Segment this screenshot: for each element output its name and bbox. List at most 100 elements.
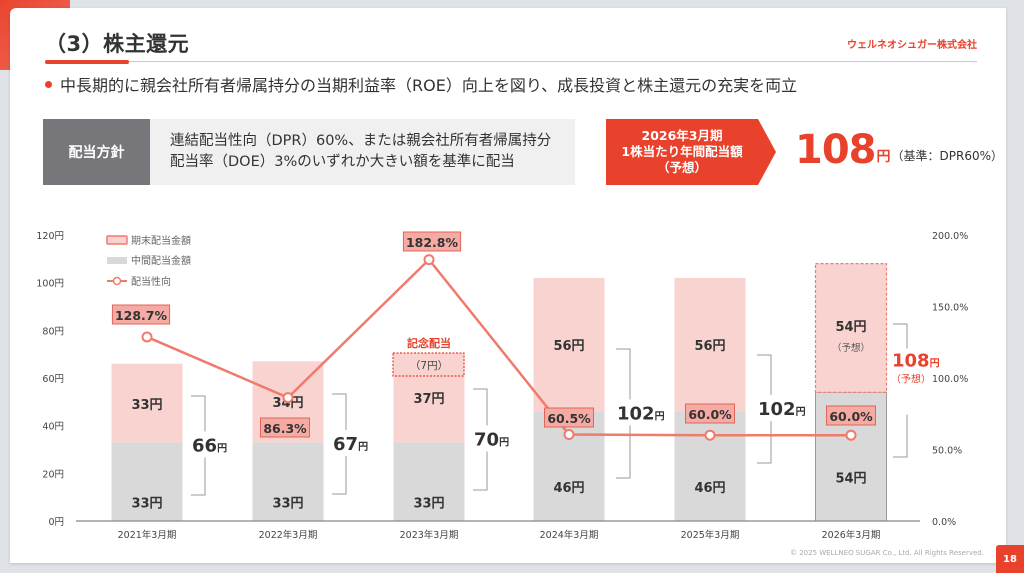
forecast-line-2: 1株当たり年間配当額	[621, 144, 743, 159]
copyright: © 2025 WELLNEO SUGAR Co., Ltd. All Right…	[790, 549, 984, 557]
bar-interim	[533, 411, 605, 521]
total-unit: 円	[796, 406, 806, 418]
payout-point	[563, 428, 575, 440]
bar-label-interim: 33円	[131, 497, 162, 512]
x-tick-label: 2024年3月期	[540, 529, 599, 541]
commemorative-title: 記念配当	[407, 336, 451, 350]
payout-label: 60.0%	[829, 409, 873, 424]
bar-label-year-end: 37円	[413, 392, 444, 407]
commemorative-amount: （7円）	[410, 360, 448, 372]
legend-marker-payout	[112, 276, 122, 286]
payout-label-box	[402, 231, 462, 252]
x-tick-label: 2026年3月期	[822, 529, 881, 541]
total-bracket	[191, 395, 206, 432]
y2-tick-label: 100.0%	[932, 374, 968, 385]
payout-label: 86.3%	[263, 421, 307, 436]
lead-statement: 中長期的に親会社所有者帰属持分の当期利益率（ROE）向上を図り、成長投資と株主還…	[45, 72, 797, 96]
total-bracket	[893, 323, 908, 349]
total-bracket	[473, 388, 488, 426]
forecast-line-3: （予想）	[656, 160, 707, 175]
forecast-unit: 円	[876, 149, 891, 165]
total-bracket	[332, 456, 347, 495]
total-label: 108円	[892, 351, 940, 372]
forecast-basis: （基準：DPR60%）	[891, 149, 1004, 163]
legend-label-interim: 中間配当金額	[131, 254, 191, 267]
legend-swatch-year-end	[106, 235, 128, 245]
payout-label-box	[685, 403, 735, 424]
bar-label-interim: 54円	[835, 472, 866, 487]
total-bracket	[616, 425, 631, 479]
bar-label-interim: 46円	[553, 481, 584, 496]
bar-label-interim: 33円	[413, 497, 444, 512]
legend-label-year-end: 期末配当金額	[131, 234, 191, 247]
payout-point	[282, 392, 294, 404]
policy-label: 配当方針	[43, 119, 150, 185]
payout-line	[146, 257, 851, 437]
total-label: 70円	[474, 430, 509, 451]
y-tick-label: 120円	[36, 231, 64, 242]
arrow-shape-icon	[606, 119, 776, 185]
total-value: 102	[617, 404, 655, 425]
total-bracket	[893, 414, 908, 458]
total-value: 108	[892, 351, 930, 372]
page-number: 18	[996, 545, 1024, 573]
bar-year-end	[111, 363, 183, 443]
forecast-arrow-banner: 2026年3月期 1株当たり年間配当額 （予想）	[606, 119, 776, 185]
policy-line-1: 連結配当性向（DPR）60%、または親会社所有者帰属持分	[170, 133, 552, 149]
y2-tick-label: 0.0%	[932, 517, 956, 528]
payout-label-box	[260, 417, 310, 438]
payout-point	[423, 254, 435, 266]
page-title: （3）株主還元	[45, 32, 190, 56]
forecast-caption: 2026年3月期 1株当たり年間配当額 （予想）	[606, 119, 758, 185]
payout-label: 60.0%	[688, 407, 732, 422]
total-unit: 円	[930, 358, 940, 370]
bar-label-year-end: 34円	[272, 396, 303, 411]
bar-label-year-end: 56円	[694, 339, 725, 354]
total-bracket	[757, 354, 772, 395]
company-logo-text: ウェルネオシュガー株式会社	[847, 40, 977, 51]
total-bracket	[332, 393, 347, 430]
total-label: 102円	[758, 399, 806, 420]
bullet-icon	[45, 80, 52, 88]
forecast-number: 108	[795, 127, 876, 173]
bar-interim	[252, 442, 324, 521]
total-unit: 円	[499, 437, 509, 449]
total-forecast-note: （予想）	[891, 373, 931, 386]
bar-label-year-end: 54円	[835, 320, 866, 335]
commemorative-box	[392, 352, 465, 377]
title-accent-bar	[45, 60, 129, 64]
bar-label-interim: 46円	[694, 481, 725, 496]
total-bracket	[616, 348, 631, 400]
bar-interim	[674, 411, 746, 521]
lead-text: 中長期的に親会社所有者帰属持分の当期利益率（ROE）向上を図り、成長投資と株主還…	[60, 76, 798, 95]
x-tick-label: 2023年3月期	[400, 529, 459, 541]
legend-label-payout: 配当性向	[131, 275, 171, 288]
y-tick-label: 100円	[36, 279, 64, 290]
x-tick-label: 2022年3月期	[259, 529, 318, 541]
payout-label-box	[111, 304, 171, 325]
payout-label: 182.8%	[406, 235, 459, 250]
payout-label: 128.7%	[115, 308, 168, 323]
total-unit: 円	[358, 441, 368, 453]
forecast-note: （予想）	[832, 342, 870, 354]
total-value: 66	[192, 436, 217, 457]
bar-year-end	[533, 277, 605, 412]
total-label: 67円	[333, 434, 368, 455]
y-tick-label: 60円	[42, 374, 64, 385]
x-tick-label: 2025年3月期	[681, 529, 740, 541]
y2-tick-label: 200.0%	[932, 231, 968, 242]
total-label: 66円	[192, 436, 227, 457]
bar-label-year-end: 33円	[131, 398, 162, 413]
bar-label-interim: 33円	[272, 497, 303, 512]
bar-interim	[111, 442, 183, 521]
legend-swatch-interim	[107, 257, 127, 264]
total-unit: 円	[655, 411, 665, 423]
bar-interim	[393, 442, 465, 521]
total-bracket	[757, 421, 772, 464]
payout-label: 60.5%	[547, 411, 591, 426]
y2-tick-label: 50.0%	[932, 446, 962, 457]
y-tick-label: 80円	[42, 326, 64, 337]
title-divider	[45, 61, 977, 62]
y2-tick-label: 150.0%	[932, 303, 968, 314]
